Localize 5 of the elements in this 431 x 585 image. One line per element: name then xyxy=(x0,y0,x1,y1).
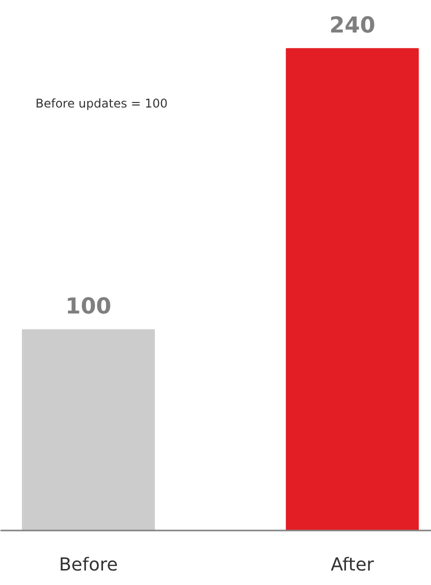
x-tick-label: Before xyxy=(58,554,118,576)
data-label: 240 xyxy=(329,14,376,39)
annotation: Before updates = 100 xyxy=(36,96,168,110)
data-label: 100 xyxy=(65,294,112,320)
x-tick-label: After xyxy=(330,554,375,576)
